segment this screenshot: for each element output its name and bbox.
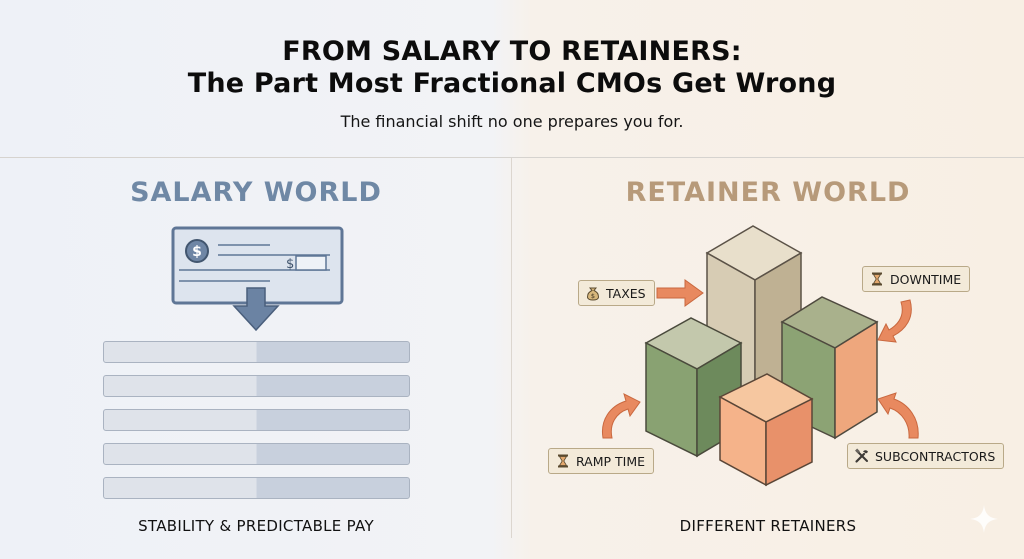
hourglass-icon xyxy=(872,272,882,286)
page-title-line1: FROM SALARY TO RETAINERS: xyxy=(282,36,742,67)
page-title-line2: The Part Most Fractional CMOs Get Wrong xyxy=(187,68,837,99)
salary-check-illustration: $ $ xyxy=(171,226,344,332)
panel-divider xyxy=(511,158,512,538)
check-dollar-glyph: $ xyxy=(192,244,202,260)
subcontractors-label-text: SUBCONTRACTORS xyxy=(875,448,996,464)
hourglass-icon xyxy=(558,454,568,468)
header: FROM SALARY TO RETAINERS: The Part Most … xyxy=(0,0,1024,132)
retainer-footer-label: DIFFERENT RETAINERS xyxy=(679,517,857,535)
down-arrow-icon xyxy=(232,287,280,332)
pay-bar xyxy=(103,375,410,397)
ramp-time-label: RAMP TIME xyxy=(548,448,655,474)
ramp-time-arrow-icon xyxy=(601,393,641,439)
header-divider xyxy=(0,157,1024,158)
pay-bar xyxy=(103,409,410,431)
page-subtitle: The financial shift no one prepares you … xyxy=(340,112,684,131)
pay-bar xyxy=(103,341,410,363)
salary-world-title: SALARY WORLD xyxy=(130,177,382,208)
downtime-label-text: DOWNTIME xyxy=(890,271,962,287)
downtime-label: DOWNTIME xyxy=(862,266,971,292)
retainer-world-title: RETAINER WORLD xyxy=(625,177,911,208)
taxes-label: $ TAXES xyxy=(578,280,655,306)
taxes-arrow-icon xyxy=(656,279,704,307)
check-icon: $ $ xyxy=(171,226,344,305)
tools-icon xyxy=(855,448,868,463)
pay-bar xyxy=(103,477,410,499)
check-amount-glyph: $ xyxy=(286,257,294,272)
taxes-label-text: TAXES xyxy=(606,285,646,301)
sparkle-icon xyxy=(970,505,998,533)
salary-footer-label: STABILITY & PREDICTABLE PAY xyxy=(138,517,374,535)
downtime-arrow-icon xyxy=(877,299,912,343)
subcontractors-label: SUBCONTRACTORS xyxy=(847,443,1005,469)
svg-text:$: $ xyxy=(591,292,595,300)
ramp-time-label-text: RAMP TIME xyxy=(576,453,646,469)
pay-bar xyxy=(103,443,410,465)
subcontractors-arrow-icon xyxy=(877,392,919,439)
money-bag-icon: $ xyxy=(586,287,600,301)
peach-retainer-block xyxy=(718,373,814,487)
